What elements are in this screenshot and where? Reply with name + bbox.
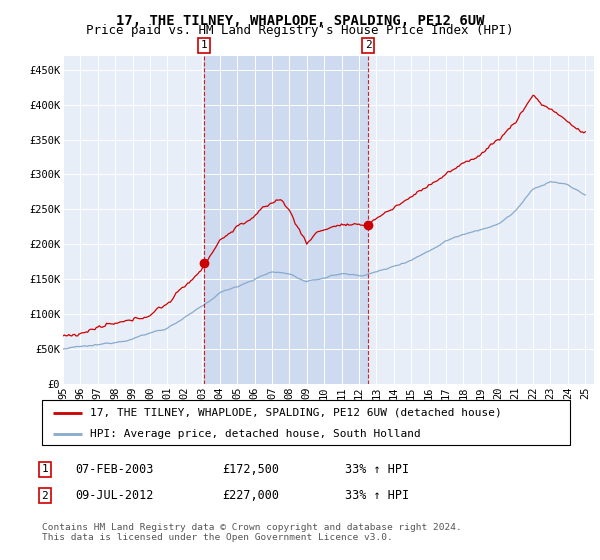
Text: £172,500: £172,500 (222, 463, 279, 476)
Text: 1: 1 (41, 464, 49, 474)
Text: 33% ↑ HPI: 33% ↑ HPI (345, 489, 409, 502)
Text: 17, THE TILNEY, WHAPLODE, SPALDING, PE12 6UW (detached house): 17, THE TILNEY, WHAPLODE, SPALDING, PE12… (89, 408, 501, 418)
Text: 2: 2 (41, 491, 49, 501)
Bar (204, 56, 368, 384)
Text: £227,000: £227,000 (222, 489, 279, 502)
Text: 33% ↑ HPI: 33% ↑ HPI (345, 463, 409, 476)
Text: Contains HM Land Registry data © Crown copyright and database right 2024.
This d: Contains HM Land Registry data © Crown c… (42, 523, 462, 543)
Text: 1: 1 (200, 40, 208, 50)
Text: 2: 2 (365, 40, 371, 50)
Text: HPI: Average price, detached house, South Holland: HPI: Average price, detached house, Sout… (89, 429, 420, 439)
Text: 09-JUL-2012: 09-JUL-2012 (75, 489, 154, 502)
Text: Price paid vs. HM Land Registry's House Price Index (HPI): Price paid vs. HM Land Registry's House … (86, 24, 514, 37)
Text: 17, THE TILNEY, WHAPLODE, SPALDING, PE12 6UW: 17, THE TILNEY, WHAPLODE, SPALDING, PE12… (116, 14, 484, 28)
Text: 07-FEB-2003: 07-FEB-2003 (75, 463, 154, 476)
